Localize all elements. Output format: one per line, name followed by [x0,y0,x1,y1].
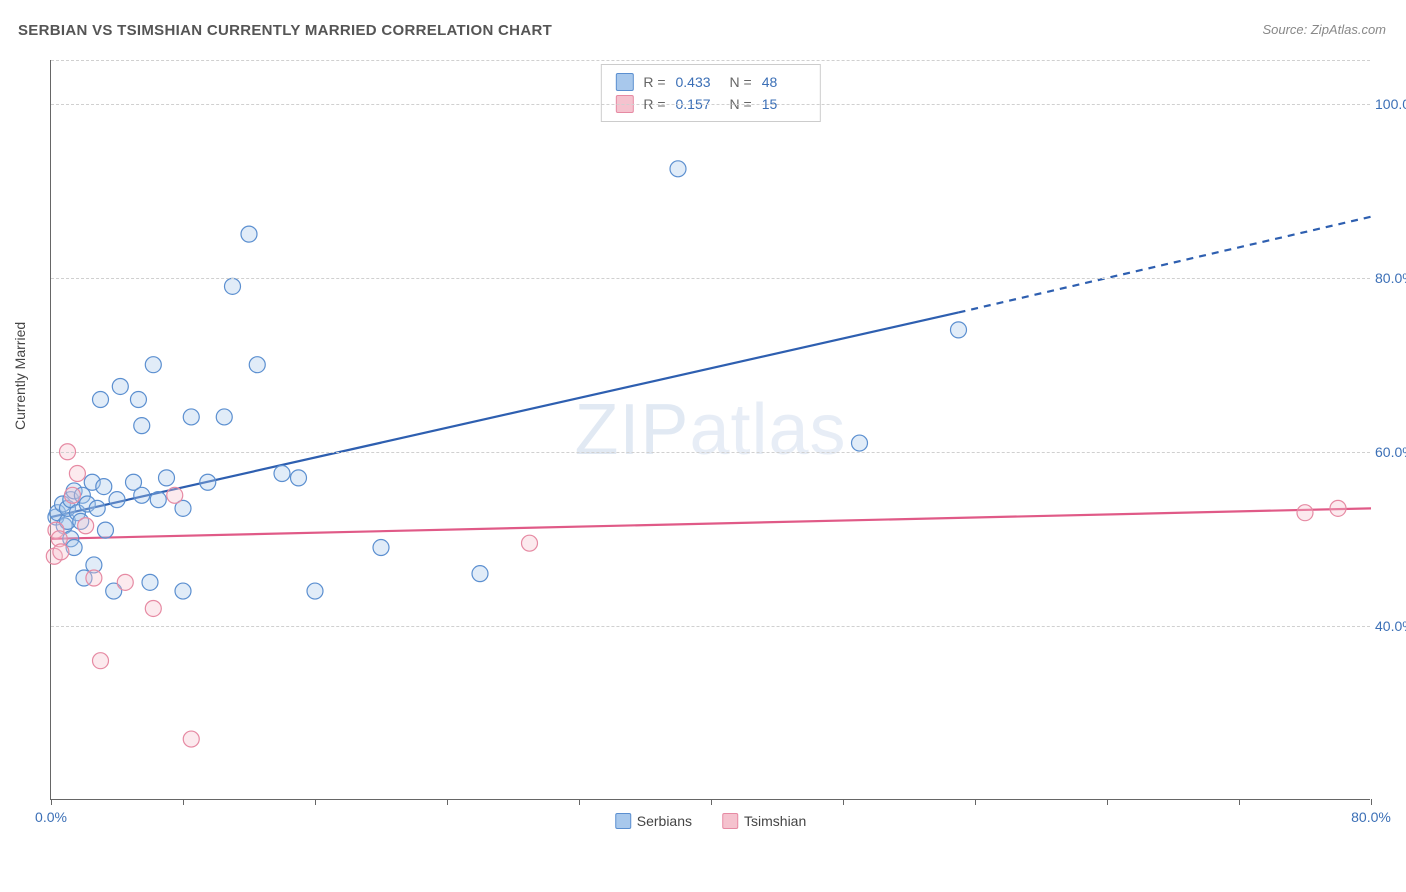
data-point-serbians [96,479,112,495]
y-tick-label: 60.0% [1375,444,1406,460]
data-point-serbians [951,322,967,338]
chart-title: SERBIAN VS TSIMSHIAN CURRENTLY MARRIED C… [18,22,552,39]
x-tick [51,799,52,805]
data-point-tsimshian [53,544,69,560]
chart-container: SERBIAN VS TSIMSHIAN CURRENTLY MARRIED C… [0,0,1406,892]
data-point-serbians [200,474,216,490]
data-point-serbians [89,500,105,516]
data-point-serbians [241,226,257,242]
data-point-tsimshian [93,653,109,669]
data-point-tsimshian [183,731,199,747]
data-point-serbians [150,492,166,508]
source-credit: Source: ZipAtlas.com [1262,22,1386,37]
chart-svg [51,60,1370,799]
data-point-serbians [159,470,175,486]
y-axis-label: Currently Married [12,322,28,430]
data-point-tsimshian [145,600,161,616]
legend-swatch [615,813,631,829]
x-tick [447,799,448,805]
data-point-tsimshian [117,574,133,590]
y-tick-label: 100.0% [1375,96,1406,112]
x-tick [1107,799,1108,805]
data-point-serbians [112,378,128,394]
y-tick-label: 80.0% [1375,270,1406,286]
data-point-serbians [97,522,113,538]
data-point-tsimshian [522,535,538,551]
legend-label: Serbians [637,813,692,829]
data-point-serbians [852,435,868,451]
data-point-tsimshian [1330,500,1346,516]
data-point-serbians [670,161,686,177]
gridline [51,452,1370,453]
data-point-serbians [472,566,488,582]
data-point-serbians [93,392,109,408]
stats-row: R = 0.433 N = 48 [615,71,805,93]
x-tick-label: 0.0% [35,809,67,825]
x-tick [579,799,580,805]
data-point-serbians [175,583,191,599]
x-tick [1371,799,1372,805]
x-tick [843,799,844,805]
data-point-serbians [109,492,125,508]
legend-swatch [722,813,738,829]
data-point-tsimshian [1297,505,1313,521]
legend-item: Tsimshian [722,813,806,829]
x-tick [183,799,184,805]
legend-swatch [615,73,633,91]
legend-label: Tsimshian [744,813,806,829]
data-point-serbians [183,409,199,425]
stats-r-value: 0.433 [676,74,720,90]
regression-line-dashed-serbians [959,217,1372,313]
series-legend: Serbians Tsimshian [615,813,807,829]
data-point-tsimshian [167,487,183,503]
stats-n-label: N = [730,74,752,90]
data-point-serbians [134,487,150,503]
x-tick [711,799,712,805]
data-point-serbians [274,466,290,482]
data-point-tsimshian [86,570,102,586]
data-point-serbians [134,418,150,434]
x-tick [975,799,976,805]
data-point-tsimshian [78,518,94,534]
regression-line-tsimshian [51,508,1371,538]
data-point-serbians [145,357,161,373]
gridline [51,278,1370,279]
data-point-serbians [307,583,323,599]
data-point-serbians [130,392,146,408]
gridline [51,104,1370,105]
stats-r-label: R = [643,74,665,90]
data-point-serbians [373,540,389,556]
stats-n-value: 48 [762,74,806,90]
data-point-serbians [249,357,265,373]
data-point-serbians [291,470,307,486]
data-point-serbians [225,278,241,294]
data-point-tsimshian [64,487,80,503]
data-point-tsimshian [69,466,85,482]
x-tick [1239,799,1240,805]
data-point-serbians [142,574,158,590]
gridline [51,60,1370,61]
x-tick-label: 80.0% [1351,809,1391,825]
y-tick-label: 40.0% [1375,618,1406,634]
gridline [51,626,1370,627]
plot-area: ZIPatlas R =0.433N =48R =0.157N =15 Serb… [50,60,1370,800]
x-tick [315,799,316,805]
data-point-serbians [216,409,232,425]
legend-item: Serbians [615,813,692,829]
stats-legend-box: R =0.433N =48R =0.157N =15 [600,64,820,122]
